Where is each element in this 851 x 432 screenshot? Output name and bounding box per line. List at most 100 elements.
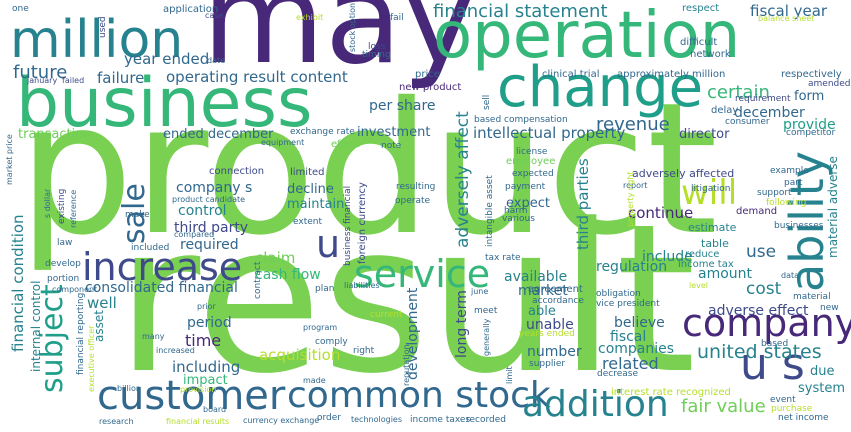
- word-research: research: [99, 417, 134, 426]
- word-per-share: per share: [369, 98, 436, 114]
- word-year-ended: year ended: [124, 50, 210, 68]
- word-period: period: [187, 315, 232, 331]
- word-decline: decline: [287, 182, 334, 197]
- word-used: used: [98, 16, 108, 38]
- word-comply: comply: [315, 337, 348, 347]
- word-prior: prior: [197, 302, 216, 311]
- word-income-tax: income tax: [678, 259, 734, 270]
- word-support: support: [757, 188, 792, 198]
- word-amended: amended: [808, 79, 851, 89]
- word-consumer: consumer: [725, 117, 770, 127]
- word-connection: connection: [209, 166, 265, 177]
- word-december: december: [734, 105, 805, 121]
- word-license: license: [516, 147, 548, 157]
- word-program: program: [303, 323, 338, 332]
- word-able: able: [528, 304, 556, 319]
- word-board: board: [203, 405, 227, 414]
- word-consolidated-financial: consolidated financial: [85, 280, 238, 296]
- word-change: change: [497, 55, 704, 120]
- word-fair-value: fair value: [681, 396, 766, 417]
- word-following: following: [766, 198, 807, 208]
- word-event: event: [770, 395, 796, 405]
- word-long-term: long term: [454, 290, 470, 358]
- word-provide: provide: [783, 117, 836, 133]
- word-liabilities: liabilities: [344, 281, 380, 290]
- word-reference: reference: [69, 189, 78, 228]
- word-meet: meet: [474, 306, 498, 316]
- word-available: available: [504, 269, 568, 285]
- word-expect: expect: [506, 196, 550, 211]
- word-service: service: [354, 252, 491, 296]
- word-business-financial: business financial: [343, 185, 353, 266]
- word-income-taxes: income taxes: [410, 415, 471, 425]
- word-third-parties: third parties: [574, 158, 592, 250]
- word-market-price: market price: [5, 134, 14, 185]
- word-table: table: [701, 237, 729, 250]
- word-part: part: [784, 178, 803, 188]
- word-net-income: net income: [778, 413, 829, 423]
- word-june: june: [471, 287, 489, 296]
- word-fiscal: fiscal: [610, 329, 647, 345]
- word-financial-reporting: financial reporting: [76, 292, 86, 375]
- word-accordance: accordance: [532, 296, 584, 306]
- word-employee: employee: [506, 156, 556, 167]
- word-respectively: respectively: [781, 69, 842, 80]
- word-purchase: purchase: [771, 404, 813, 414]
- word-example: example: [770, 166, 809, 176]
- word-million: million: [10, 10, 184, 70]
- word-stock-option: stock option: [348, 2, 357, 52]
- word-new: new: [820, 303, 839, 313]
- word-material-adverse: material adverse: [826, 156, 840, 258]
- word-develop: develop: [45, 259, 81, 269]
- word-internal-control: internal control: [29, 280, 43, 372]
- word-regulation: regulation: [596, 259, 668, 275]
- word-company: company: [682, 301, 851, 345]
- word-respect: respect: [682, 3, 720, 14]
- word-u: u: [316, 222, 341, 266]
- word-decrease: decrease: [597, 369, 638, 379]
- word-fail: fail: [390, 13, 404, 23]
- word-reduce: reduce: [685, 249, 720, 260]
- word-executive-officer: executive officer: [87, 325, 96, 392]
- word-financial-statement: financial statement: [433, 1, 608, 22]
- word-expected: expected: [512, 169, 554, 179]
- word-future: future: [13, 62, 68, 83]
- word-customer: customer: [97, 373, 286, 419]
- word-competitor: competitor: [786, 128, 836, 138]
- word-reputation: reputation: [402, 344, 411, 386]
- word-price: price: [415, 69, 440, 80]
- word-number: number: [527, 344, 582, 360]
- word-use: use: [746, 242, 777, 262]
- word-demand: demand: [736, 206, 778, 217]
- word-increase: increase: [82, 245, 243, 289]
- word-sell: sell: [482, 94, 492, 110]
- word-certain: certain: [707, 82, 770, 103]
- word-technologies: technologies: [351, 415, 402, 424]
- word-property-right: property right: [626, 171, 635, 227]
- word-various: various: [502, 214, 535, 224]
- word-continue: continue: [628, 204, 694, 222]
- word-balance-sheet: balance sheet: [758, 14, 815, 23]
- word-business: business: [16, 64, 313, 143]
- word-operating-result-content: operating result content: [166, 68, 348, 86]
- word-including: including: [172, 358, 241, 376]
- word-level: level: [689, 281, 709, 290]
- word-clinical-trial: clinical trial: [542, 69, 600, 80]
- word-intellectual-property: intellectual property: [473, 124, 626, 142]
- word-director: director: [679, 127, 730, 142]
- word-result: result: [116, 181, 696, 419]
- word-financial-results: financial results: [166, 417, 230, 426]
- word-s-dollar: s dollar: [43, 188, 52, 218]
- word-third-party: third party: [174, 220, 249, 236]
- word-harm: harm: [504, 206, 528, 216]
- word-revenue: revenue: [596, 114, 670, 135]
- word-financial-condition: financial condition: [9, 214, 27, 352]
- word-approximately-million: approximately million: [617, 69, 726, 80]
- word-plan: plan: [315, 284, 335, 294]
- word-product: product: [18, 63, 719, 275]
- word-believe: believe: [614, 315, 665, 331]
- word-component: component: [52, 285, 98, 294]
- word-vice-president: vice president: [596, 299, 660, 309]
- word-include: include: [642, 249, 693, 265]
